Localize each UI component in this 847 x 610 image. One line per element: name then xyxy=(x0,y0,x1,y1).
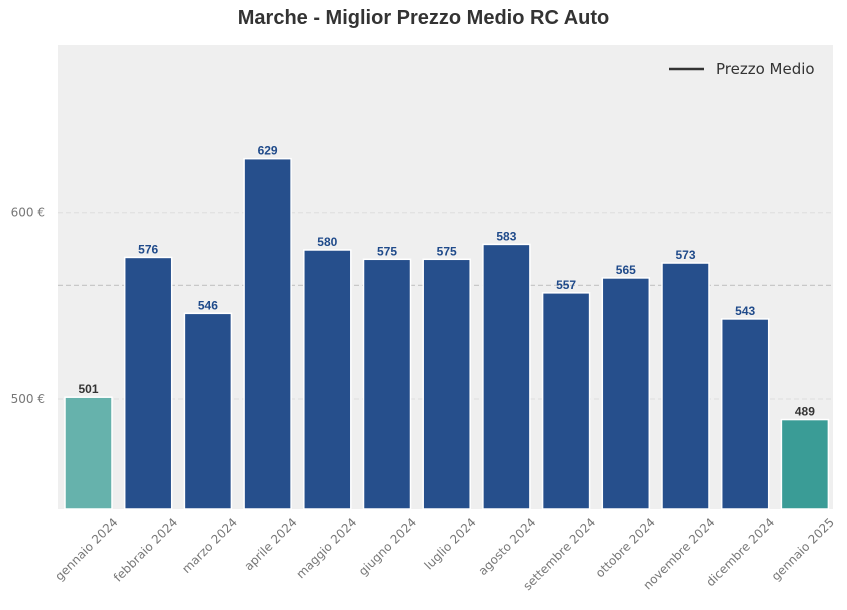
y-tick-label: 500 € xyxy=(11,392,45,406)
bar-value-label: 573 xyxy=(675,248,695,262)
bar-value-label: 501 xyxy=(78,382,98,396)
bar xyxy=(123,256,173,510)
bar-value-label: 565 xyxy=(616,263,636,277)
legend-label: Prezzo Medio xyxy=(716,60,815,78)
bar-value-label: 583 xyxy=(496,229,516,243)
bar-value-label: 629 xyxy=(258,144,278,158)
bar xyxy=(482,243,531,510)
bar xyxy=(661,262,710,510)
x-tick-label: aprile 2024 xyxy=(242,515,300,573)
x-tick-label: marzo 2024 xyxy=(179,515,240,576)
bar-value-label: 575 xyxy=(437,244,457,258)
y-axis-ticks: 500 € 600 € xyxy=(11,206,45,406)
bar xyxy=(243,157,292,510)
bar xyxy=(720,318,770,510)
bar-value-label: 557 xyxy=(556,278,576,292)
bar xyxy=(541,292,591,510)
x-tick-label: gennaio 2024 xyxy=(52,515,120,583)
bar-value-labels: 501 576 546 629 580 575 575 583 557 565 573 543 489 xyxy=(78,144,815,419)
bar xyxy=(183,312,233,510)
x-tick-label: febbraio 2024 xyxy=(111,515,180,584)
bar xyxy=(780,418,830,510)
bars xyxy=(64,157,830,510)
bar-value-label: 580 xyxy=(317,235,337,249)
bar-value-label: 576 xyxy=(138,242,158,256)
legend: Prezzo Medio xyxy=(669,60,815,78)
x-tick-label: agosto 2024 xyxy=(476,515,539,578)
bar-value-label: 546 xyxy=(198,298,218,312)
bar-value-label: 489 xyxy=(795,405,815,419)
bar xyxy=(362,258,412,510)
x-tick-label: gennaio 2025 xyxy=(769,515,837,583)
bar xyxy=(422,258,471,510)
chart-title: Marche - Miglior Prezzo Medio RC Auto xyxy=(237,7,610,29)
x-tick-label: maggio 2024 xyxy=(293,515,359,581)
x-tick-label: giugno 2024 xyxy=(356,515,419,578)
y-tick-label: 600 € xyxy=(11,206,45,220)
bar xyxy=(64,396,113,510)
x-tick-label: ottobre 2024 xyxy=(593,515,658,580)
x-tick-label: luglio 2024 xyxy=(422,515,479,572)
bar xyxy=(303,249,352,510)
bar-value-label: 575 xyxy=(377,244,397,258)
bar xyxy=(601,277,651,510)
bar-value-label: 543 xyxy=(735,304,755,318)
